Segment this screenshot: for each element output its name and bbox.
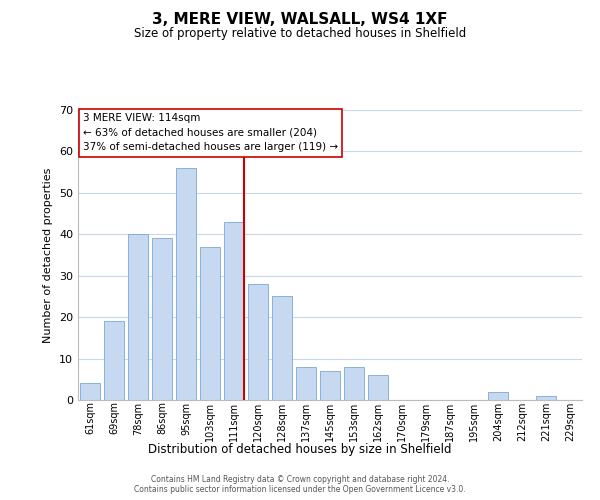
Bar (80, 384, 100, 400)
Bar (320, 371, 340, 400)
Bar (272, 296, 292, 400)
Bar (152, 238, 172, 400)
Bar (488, 392, 508, 400)
Bar (344, 367, 364, 400)
Bar (296, 367, 316, 400)
Bar (104, 322, 124, 400)
Text: Size of property relative to detached houses in Shelfield: Size of property relative to detached ho… (134, 28, 466, 40)
Bar (176, 168, 196, 400)
Text: 3, MERE VIEW, WALSALL, WS4 1XF: 3, MERE VIEW, WALSALL, WS4 1XF (152, 12, 448, 28)
Bar (224, 222, 244, 400)
Bar (536, 396, 556, 400)
Bar (128, 234, 148, 400)
Bar (248, 284, 268, 400)
Text: Distribution of detached houses by size in Shelfield: Distribution of detached houses by size … (148, 442, 452, 456)
Text: Contains public sector information licensed under the Open Government Licence v3: Contains public sector information licen… (134, 485, 466, 494)
Bar (368, 375, 388, 400)
Text: 3 MERE VIEW: 114sqm
← 63% of detached houses are smaller (204)
37% of semi-detac: 3 MERE VIEW: 114sqm ← 63% of detached ho… (83, 113, 338, 152)
Bar (200, 246, 220, 400)
Y-axis label: Number of detached properties: Number of detached properties (43, 168, 53, 342)
Text: Contains HM Land Registry data © Crown copyright and database right 2024.: Contains HM Land Registry data © Crown c… (151, 475, 449, 484)
